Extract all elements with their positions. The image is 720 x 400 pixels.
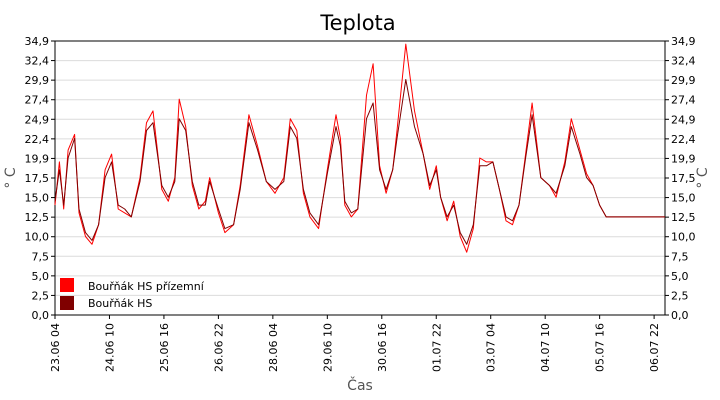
legend: Bouřňák HS přízemní Bouřňák HS	[60, 278, 205, 310]
x-tick-label: 06.07 22	[648, 323, 661, 372]
y-axis-label-right: ° C	[695, 167, 711, 188]
x-tick-label: 30.06 16	[376, 323, 389, 372]
y-tick-label-left: 27,4	[25, 94, 50, 107]
y-tick-label-left: 34,9	[25, 35, 50, 48]
y-tick-label-left: 32,4	[25, 55, 50, 68]
y-tick-label-left: 7,5	[32, 250, 50, 263]
legend-label-station: Bouřňák HS	[88, 297, 152, 310]
series-line-1	[54, 79, 665, 245]
y-axis-right: 0,0 2,5 5,0 7,5 10,0 12,5 15,0 17,5 19,9 22,4 24,9…	[665, 35, 696, 322]
y-tick-label-left: 0,0	[32, 309, 50, 322]
y-tick-label-left: 29,9	[25, 74, 50, 87]
y-tick-label-left: 17,5	[25, 172, 50, 185]
y-tick-label-left: 2,5	[32, 289, 50, 302]
x-axis: 23.06 04 24.06 10 25.06 16 26.06 22 28.06 04…	[49, 315, 661, 372]
y-tick-label-left: 24,9	[25, 113, 50, 126]
y-tick-label-right: 15,0	[671, 192, 696, 205]
y-axis-left: 0,0 2,5 5,0 7,5 10,0 12,5 15,0 17,5 19,9 22,4 24,9…	[25, 35, 55, 322]
y-tick-label-right: 7,5	[671, 250, 689, 263]
series-group	[54, 43, 665, 253]
x-tick-label: 26.06 22	[212, 323, 225, 372]
y-tick-label-left: 22,4	[25, 133, 50, 146]
x-tick-label: 03.07 04	[485, 323, 498, 372]
y-tick-label-left: 5,0	[32, 270, 50, 283]
y-tick-label-right: 32,4	[671, 55, 696, 68]
grid	[55, 40, 665, 316]
x-tick-label: 04.07 10	[539, 323, 552, 372]
y-tick-label-right: 27,4	[671, 94, 696, 107]
x-tick-label: 05.07 16	[594, 323, 607, 372]
y-tick-label-right: 24,9	[671, 113, 696, 126]
y-tick-label-right: 22,4	[671, 133, 696, 146]
y-tick-label-right: 10,0	[671, 231, 696, 244]
y-tick-label-right: 34,9	[671, 35, 696, 48]
y-tick-label-right: 29,9	[671, 74, 696, 87]
x-tick-label: 24.06 10	[103, 323, 116, 372]
x-tick-label: 28.06 04	[267, 323, 280, 372]
y-axis-label-left: ° C	[3, 167, 19, 188]
y-tick-label-right: 5,0	[671, 270, 689, 283]
y-tick-label-right: 12,5	[671, 211, 696, 224]
x-axis-label: Čas	[347, 376, 373, 394]
y-tick-label-right: 0,0	[671, 309, 689, 322]
x-tick-label: 25.06 16	[158, 323, 171, 372]
legend-label-ground: Bouřňák HS přízemní	[88, 280, 205, 293]
legend-swatch-station	[60, 296, 74, 310]
chart-title: Teplota	[319, 11, 395, 35]
x-tick-label: 29.06 10	[321, 323, 334, 372]
series-line-0	[54, 43, 665, 253]
y-tick-label-left: 12,5	[25, 211, 50, 224]
legend-swatch-ground	[60, 278, 74, 292]
y-tick-label-right: 2,5	[671, 289, 689, 302]
x-tick-label: 01.07 22	[430, 323, 443, 372]
x-tick-label: 23.06 04	[49, 323, 62, 372]
y-tick-label-right: 17,5	[671, 172, 696, 185]
y-tick-label-right: 19,9	[671, 152, 696, 165]
y-tick-label-left: 15,0	[25, 192, 50, 205]
y-tick-label-left: 10,0	[25, 231, 50, 244]
y-tick-label-left: 19,9	[25, 152, 50, 165]
